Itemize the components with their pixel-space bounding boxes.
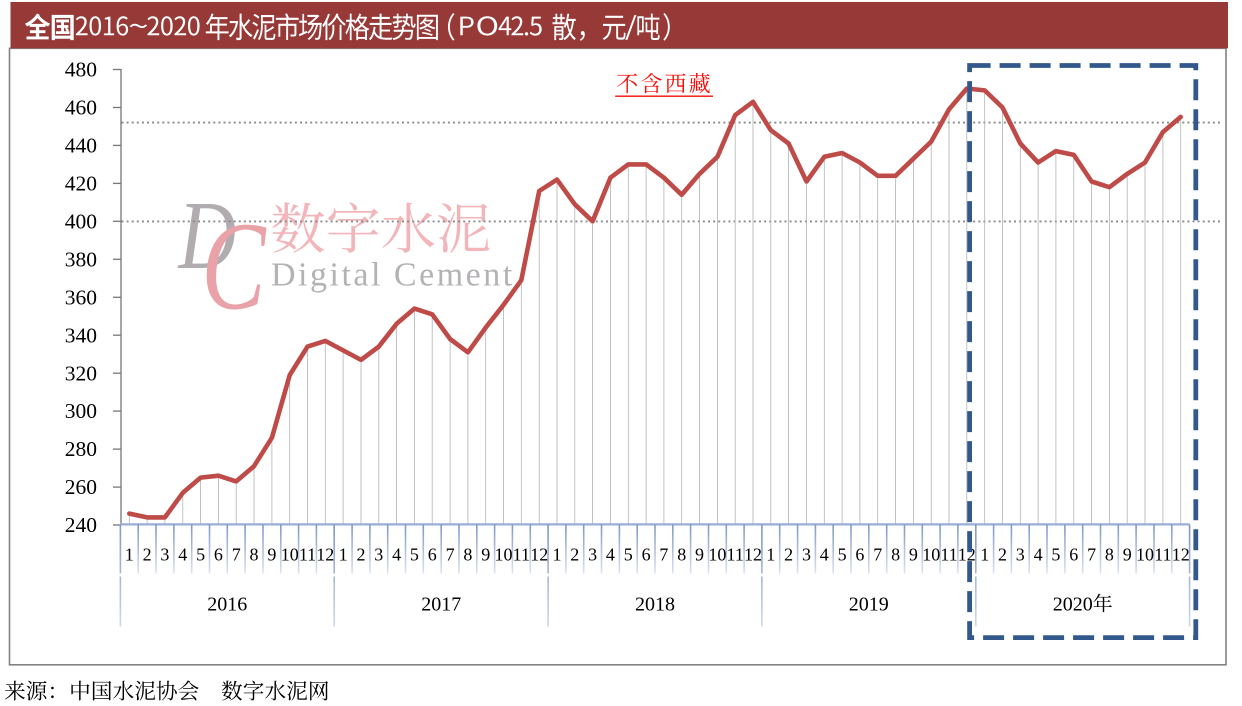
svg-text:6: 6 (855, 544, 864, 564)
svg-text:260: 260 (65, 475, 97, 499)
svg-text:9: 9 (909, 544, 918, 564)
svg-text:380: 380 (65, 247, 97, 271)
svg-text:5: 5 (410, 544, 419, 564)
svg-text:6: 6 (214, 544, 223, 564)
svg-text:Digital Cement: Digital Cement (271, 257, 515, 294)
svg-text:340: 340 (65, 323, 97, 347)
svg-text:10: 10 (495, 544, 513, 564)
svg-text:12: 12 (1172, 544, 1190, 564)
svg-text:10: 10 (1136, 544, 1154, 564)
svg-text:8: 8 (463, 544, 472, 564)
svg-text:6: 6 (1069, 544, 1078, 564)
svg-text:8: 8 (250, 544, 259, 564)
svg-text:11: 11 (513, 544, 530, 564)
svg-text:12: 12 (316, 544, 334, 564)
svg-text:8: 8 (891, 544, 900, 564)
svg-text:7: 7 (873, 544, 882, 564)
svg-text:12: 12 (530, 544, 548, 564)
svg-text:2017: 2017 (421, 594, 461, 616)
svg-text:2: 2 (998, 544, 1007, 564)
svg-text:2: 2 (570, 544, 579, 564)
svg-text:9: 9 (1123, 544, 1132, 564)
svg-text:4: 4 (178, 544, 187, 564)
svg-text:480: 480 (65, 58, 97, 82)
svg-text:10: 10 (922, 544, 940, 564)
svg-text:300: 300 (65, 399, 97, 423)
svg-text:2: 2 (784, 544, 793, 564)
svg-text:3: 3 (1016, 544, 1025, 564)
svg-text:8: 8 (677, 544, 686, 564)
svg-text:4: 4 (606, 544, 615, 564)
svg-text:6: 6 (428, 544, 437, 564)
svg-text:1: 1 (553, 544, 562, 564)
svg-text:7: 7 (659, 544, 668, 564)
svg-text:11: 11 (1154, 544, 1171, 564)
svg-text:280: 280 (65, 437, 97, 461)
svg-text:5: 5 (838, 544, 847, 564)
svg-text:9: 9 (267, 544, 276, 564)
svg-text:12: 12 (744, 544, 762, 564)
svg-text:400: 400 (65, 209, 97, 233)
svg-text:2016: 2016 (207, 594, 247, 616)
svg-text:11: 11 (299, 544, 316, 564)
svg-text:11: 11 (940, 544, 957, 564)
svg-text:2: 2 (143, 544, 152, 564)
svg-text:D: D (178, 183, 236, 290)
svg-text:320: 320 (65, 361, 97, 385)
svg-text:5: 5 (624, 544, 633, 564)
svg-text:1: 1 (766, 544, 775, 564)
svg-text:3: 3 (802, 544, 811, 564)
svg-text:2020: 2020 (1053, 594, 1093, 616)
svg-text:7: 7 (1087, 544, 1096, 564)
svg-text:2: 2 (357, 544, 366, 564)
svg-text:3: 3 (374, 544, 383, 564)
svg-text:4: 4 (1034, 544, 1043, 564)
svg-text:2019: 2019 (849, 594, 889, 616)
svg-text:10: 10 (281, 544, 299, 564)
svg-text:4: 4 (392, 544, 401, 564)
svg-text:5: 5 (1051, 544, 1060, 564)
svg-text:9: 9 (481, 544, 490, 564)
svg-text:3: 3 (588, 544, 597, 564)
svg-text:6: 6 (642, 544, 651, 564)
svg-text:10: 10 (708, 544, 726, 564)
svg-text:11: 11 (727, 544, 744, 564)
svg-text:7: 7 (232, 544, 241, 564)
svg-text:1: 1 (980, 544, 989, 564)
svg-text:360: 360 (65, 285, 97, 309)
svg-text:9: 9 (695, 544, 704, 564)
svg-text:1: 1 (125, 544, 134, 564)
svg-text:420: 420 (65, 172, 97, 196)
svg-text:4: 4 (820, 544, 829, 564)
svg-text:240: 240 (65, 513, 97, 537)
svg-text:8: 8 (1105, 544, 1114, 564)
svg-text:2018: 2018 (635, 594, 675, 616)
svg-text:7: 7 (446, 544, 455, 564)
svg-text:440: 440 (65, 134, 97, 158)
svg-text:1: 1 (339, 544, 348, 564)
svg-text:C: C (201, 197, 266, 336)
svg-text:12: 12 (958, 544, 976, 564)
svg-text:3: 3 (160, 544, 169, 564)
svg-text:460: 460 (65, 96, 97, 120)
svg-text:5: 5 (196, 544, 205, 564)
